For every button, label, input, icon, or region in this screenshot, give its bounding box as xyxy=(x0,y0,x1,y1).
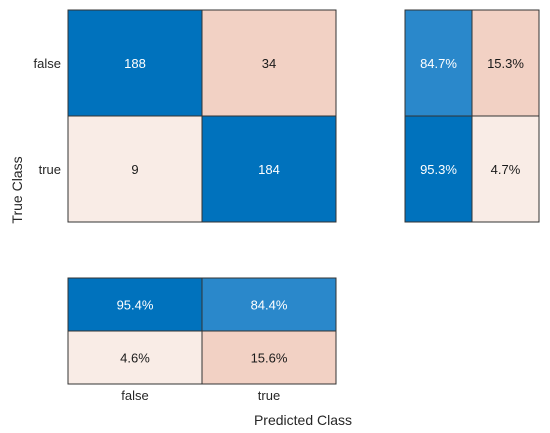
column-summary-cell-0-1 xyxy=(201,277,337,332)
matrix-cell-0-0 xyxy=(67,9,203,117)
row-summary-cell-1-0 xyxy=(404,115,473,223)
matrix-cell-0-1-label: 34 xyxy=(262,56,276,71)
matrix-cell-0-1 xyxy=(201,9,337,117)
matrix-cell-1-0 xyxy=(67,115,203,223)
matrix-cell-1-0-label: 9 xyxy=(131,162,138,177)
column-summary-cell-1-1 xyxy=(201,330,337,385)
x-tick-label: false xyxy=(121,388,148,403)
column-summary: 95.4% 84.4% 4.6% 15.6% xyxy=(67,277,337,385)
column-summary-cell-0-0-label: 95.4% xyxy=(117,298,154,313)
matrix-cell-1-1 xyxy=(201,115,337,223)
x-axis-label: Predicted Class xyxy=(254,412,352,428)
x-tick-label: true xyxy=(258,388,280,403)
y-tick-label: true xyxy=(39,162,61,177)
row-summary-cell-0-1-label: 15.3% xyxy=(487,56,524,71)
row-summary-cell-0-0-label: 84.7% xyxy=(420,56,457,71)
matrix-cell-1-1-label: 184 xyxy=(258,162,280,177)
row-summary: 84.7% 15.3% 95.3% 4.7% xyxy=(404,9,540,223)
row-summary-cell-0-1 xyxy=(471,9,540,117)
column-summary-cell-1-1-label: 15.6% xyxy=(251,351,288,366)
y-axis-label: True Class xyxy=(9,156,25,223)
column-summary-cell-0-1-label: 84.4% xyxy=(251,298,288,313)
row-summary-cell-1-1-label: 4.7% xyxy=(491,162,521,177)
y-tick-label: false xyxy=(34,56,61,71)
row-summary-cell-1-1 xyxy=(471,115,540,223)
confusion-matrix: 188 34 9 184 xyxy=(67,9,337,223)
column-summary-cell-1-0-label: 4.6% xyxy=(120,351,150,366)
row-summary-cell-0-0 xyxy=(404,9,473,117)
matrix-cell-0-0-label: 188 xyxy=(124,56,146,71)
tick-labels: false false true true xyxy=(34,56,281,403)
row-summary-cell-1-0-label: 95.3% xyxy=(420,162,457,177)
